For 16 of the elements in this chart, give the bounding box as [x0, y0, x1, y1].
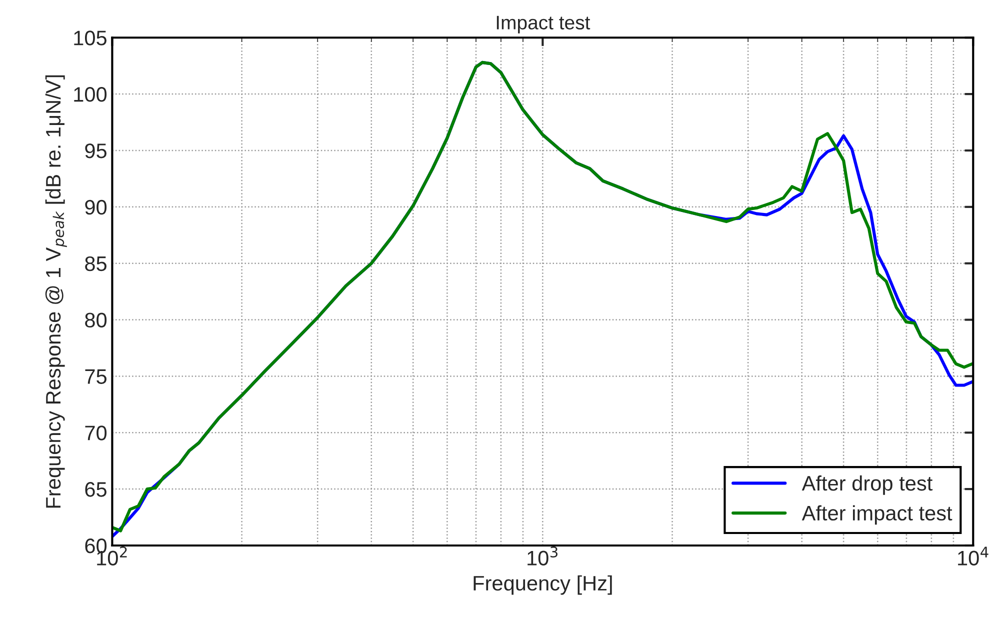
y-tick-label: 105: [74, 30, 106, 46]
y-tick-label: 90: [85, 200, 107, 215]
y-tick-label: 65: [85, 482, 106, 497]
y-tick-label: 80: [85, 312, 107, 328]
y-tick-label: 85: [85, 256, 106, 272]
x-tick-label: 10$^{4}$: [958, 546, 988, 566]
x-tick-label: 10$^{3}$: [528, 546, 558, 566]
y-tick-label: 70: [85, 426, 107, 440]
legend-label: After drop test: [802, 475, 932, 495]
y-tick-label: 100: [74, 87, 107, 102]
legend-label: After impact test: [802, 505, 952, 525]
y-tick-label: 95: [85, 143, 106, 158]
y-tick-label: 75: [85, 369, 106, 384]
y-axis-title: Frequency Response @ 1 V$_{peak}$ [dB re. 1μN/V]: [45, 75, 67, 508]
chart-title: Impact test: [496, 16, 590, 34]
x-axis-title: Frequency [Hz]: [474, 575, 612, 595]
